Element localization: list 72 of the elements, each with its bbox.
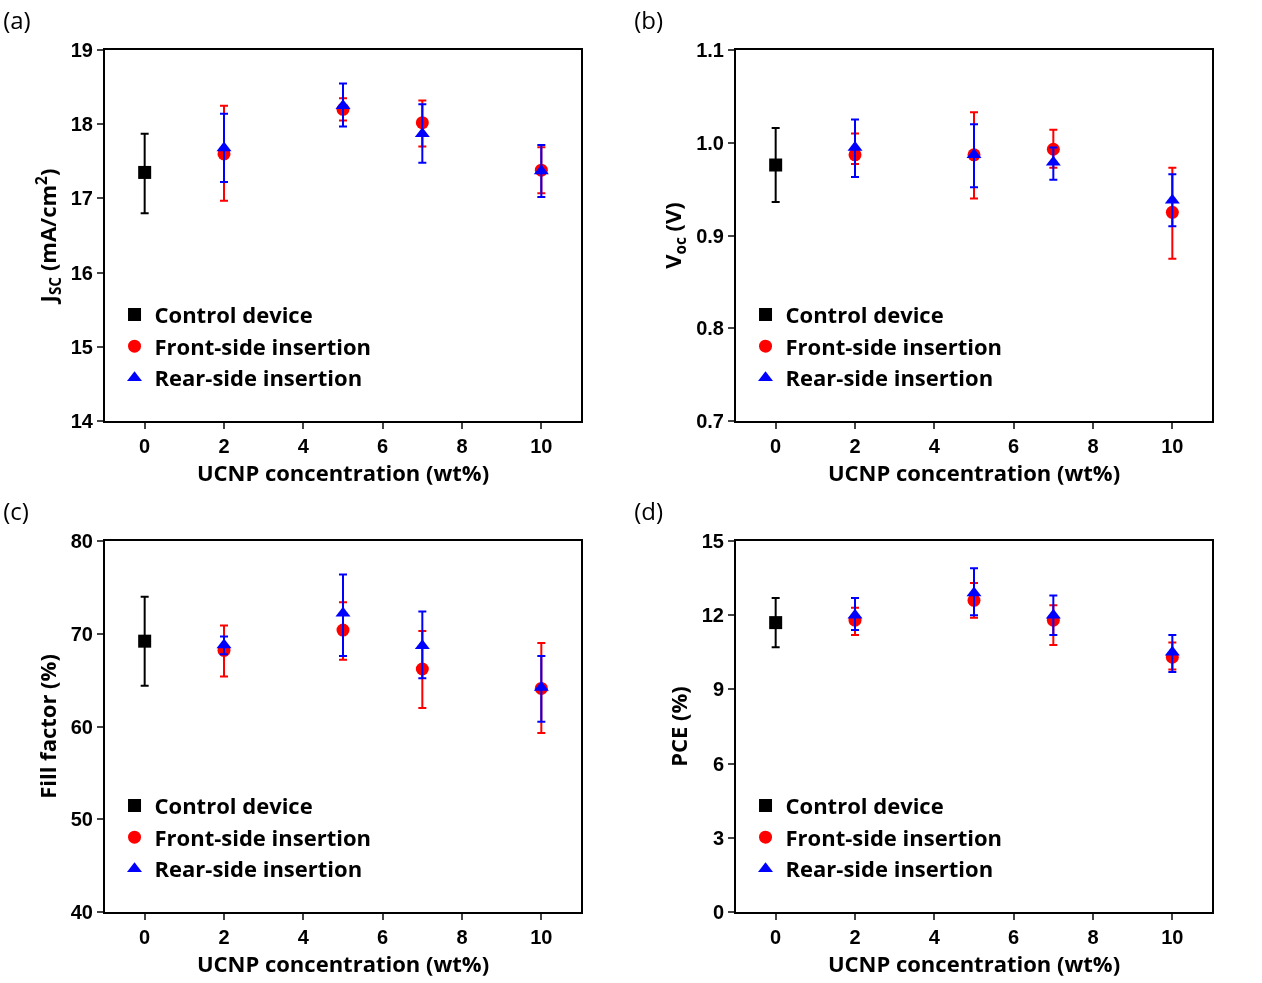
x-tick-label: 10 (1161, 926, 1184, 948)
y-tick-label: 3 (712, 826, 724, 849)
x-tick-label: 6 (377, 435, 389, 457)
point (138, 634, 152, 648)
y-tick-label: 1.0 (696, 131, 724, 154)
legend-label: Rear-side insertion (154, 853, 363, 884)
x-tick-label: 0 (139, 926, 151, 948)
y-tick-label: 1.1 (696, 39, 724, 61)
x-tick-label: 10 (530, 926, 553, 948)
x-tick-label: 6 (377, 926, 389, 948)
x-tick-label: 8 (1087, 926, 1099, 948)
y-tick-label: 17 (70, 187, 93, 210)
legend-label: Control device (154, 790, 313, 821)
x-tick-label: 10 (1161, 435, 1184, 457)
chart-title: (a) (3, 3, 31, 37)
y-tick-label: 19 (70, 39, 93, 61)
y-tick-label: 50 (70, 808, 93, 831)
y-tick-label: 70 (70, 622, 93, 645)
chart-title: (b) (634, 3, 663, 37)
y-tick-label: 0.7 (696, 410, 724, 432)
legend-label: Rear-side insertion (785, 362, 994, 393)
x-tick-label: 10 (530, 435, 553, 457)
legend-label: Rear-side insertion (785, 853, 994, 884)
x-tick-label: 2 (218, 926, 230, 948)
x-tick-label: 4 (928, 435, 941, 457)
y-tick-label: 0.8 (696, 317, 724, 340)
x-tick-label: 8 (456, 435, 468, 457)
x-tick-label: 8 (1087, 435, 1099, 457)
y-tick-label: 40 (70, 901, 93, 923)
x-axis-title: UCNP concentration (wt%) (827, 457, 1121, 487)
x-tick-label: 8 (456, 926, 468, 948)
legend-label: Control device (785, 299, 944, 330)
legend-label: Rear-side insertion (154, 362, 363, 393)
legend-label: Front-side insertion (785, 821, 1003, 852)
y-tick-label: 0 (712, 901, 724, 923)
y-tick-label: 6 (712, 752, 724, 775)
point (769, 616, 783, 630)
y-tick-label: 0.9 (696, 224, 724, 247)
y-tick-label: 15 (701, 530, 724, 552)
y-tick-label: 12 (701, 604, 724, 627)
x-tick-label: 6 (1008, 926, 1020, 948)
x-axis-title: UCNP concentration (wt%) (196, 457, 490, 487)
y-tick-label: 16 (70, 261, 93, 284)
x-tick-label: 0 (139, 435, 151, 457)
x-tick-label: 2 (849, 926, 861, 948)
x-axis-title: UCNP concentration (wt%) (827, 948, 1121, 978)
y-axis-title: PCE (%) (663, 686, 694, 767)
legend-label: Front-side insertion (154, 821, 372, 852)
x-tick-label: 4 (928, 926, 941, 948)
y-tick-label: 80 (70, 530, 93, 552)
x-tick-label: 0 (770, 926, 782, 948)
chart-title: (d) (634, 494, 663, 528)
y-tick-label: 60 (70, 715, 93, 738)
legend-label: Front-side insertion (785, 330, 1003, 361)
y-axis-title: Fill factor (%) (32, 654, 63, 799)
point (769, 158, 783, 172)
point (138, 165, 152, 179)
x-tick-label: 0 (770, 435, 782, 457)
y-tick-label: 18 (70, 113, 93, 136)
y-tick-label: 14 (70, 410, 94, 432)
x-tick-label: 2 (218, 435, 230, 457)
x-tick-label: 4 (297, 926, 310, 948)
legend-label: Control device (785, 790, 944, 821)
x-axis-title: UCNP concentration (wt%) (196, 948, 490, 978)
x-tick-label: 2 (849, 435, 861, 457)
legend-label: Front-side insertion (154, 330, 372, 361)
x-tick-label: 6 (1008, 435, 1020, 457)
chart-title: (c) (3, 494, 29, 528)
legend-label: Control device (154, 299, 313, 330)
y-tick-label: 9 (712, 678, 724, 701)
y-tick-label: 15 (70, 335, 93, 358)
x-tick-label: 4 (297, 435, 310, 457)
